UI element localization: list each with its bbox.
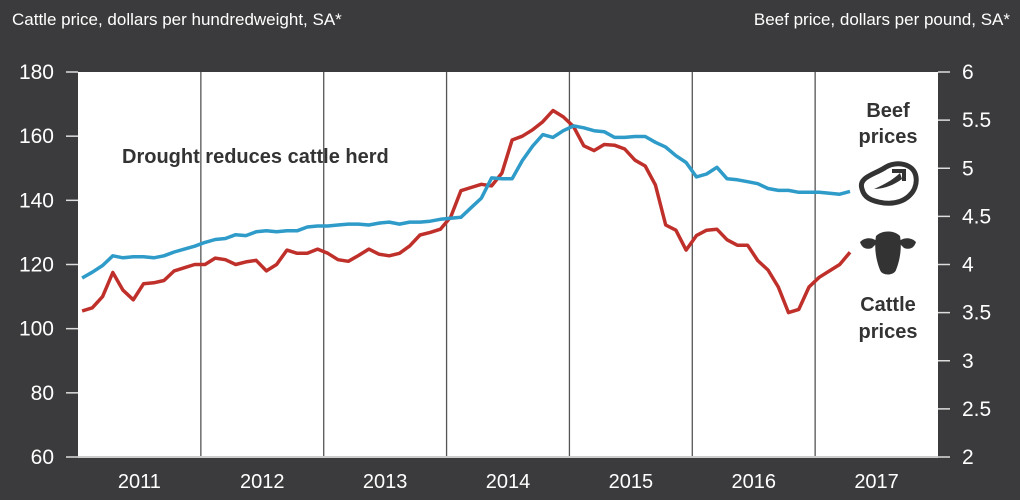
x-tick-label: 2011 bbox=[118, 471, 161, 493]
left-axis-title: Cattle price, dollars per hundredweight,… bbox=[12, 10, 342, 29]
right-tick-label: 3 bbox=[962, 350, 974, 373]
x-tick-label: 2015 bbox=[609, 471, 654, 493]
right-tick-label: 3.5 bbox=[962, 302, 991, 325]
right-tick-label: 4 bbox=[962, 254, 974, 277]
cattle-legend: Cattle prices bbox=[859, 231, 918, 343]
x-tick-label: 2017 bbox=[854, 471, 899, 493]
right-tick-label: 2.5 bbox=[962, 398, 991, 421]
plot-area bbox=[78, 72, 938, 457]
year-dividers bbox=[200, 72, 816, 457]
right-tick-label: 4.5 bbox=[962, 205, 991, 228]
right-axis-title: Beef price, dollars per pound, SA* bbox=[754, 10, 1010, 29]
right-tick-label: 5 bbox=[962, 157, 974, 180]
x-tick-label: 2016 bbox=[731, 471, 776, 493]
steak-icon bbox=[858, 161, 919, 206]
annotation-drought: Drought reduces cattle herd bbox=[122, 146, 389, 168]
beef-label-line2: prices bbox=[859, 126, 918, 148]
cattle-label-line1: Cattle bbox=[860, 294, 916, 316]
left-tick-label: 60 bbox=[31, 446, 54, 469]
right-tick-label: 2 bbox=[962, 446, 974, 469]
beef-label-line1: Beef bbox=[866, 100, 910, 122]
x-tick-label: 2014 bbox=[486, 471, 531, 493]
left-tick-label: 100 bbox=[19, 318, 54, 341]
x-tick-label: 2012 bbox=[240, 471, 285, 493]
x-tick-label: 2013 bbox=[363, 471, 408, 493]
cattle-label-line2: prices bbox=[859, 321, 918, 343]
left-tick-label: 180 bbox=[19, 61, 54, 84]
cow-icon bbox=[860, 231, 916, 275]
right-tick-label: 5.5 bbox=[962, 109, 991, 132]
left-tick-label: 80 bbox=[31, 382, 54, 405]
beef-legend: Beef prices bbox=[858, 100, 919, 206]
axis-ticks: 2011 2012 2013 2014 2015 2016 2017 60 80 100 120 14… bbox=[19, 61, 991, 493]
cattle-price-line bbox=[81, 108, 852, 315]
left-tick-label: 140 bbox=[19, 189, 54, 212]
series-lines bbox=[81, 108, 852, 315]
left-tick-label: 120 bbox=[19, 254, 54, 277]
left-tick-label: 160 bbox=[19, 125, 54, 148]
beef-price-line bbox=[81, 124, 851, 280]
right-tick-label: 6 bbox=[962, 61, 974, 84]
